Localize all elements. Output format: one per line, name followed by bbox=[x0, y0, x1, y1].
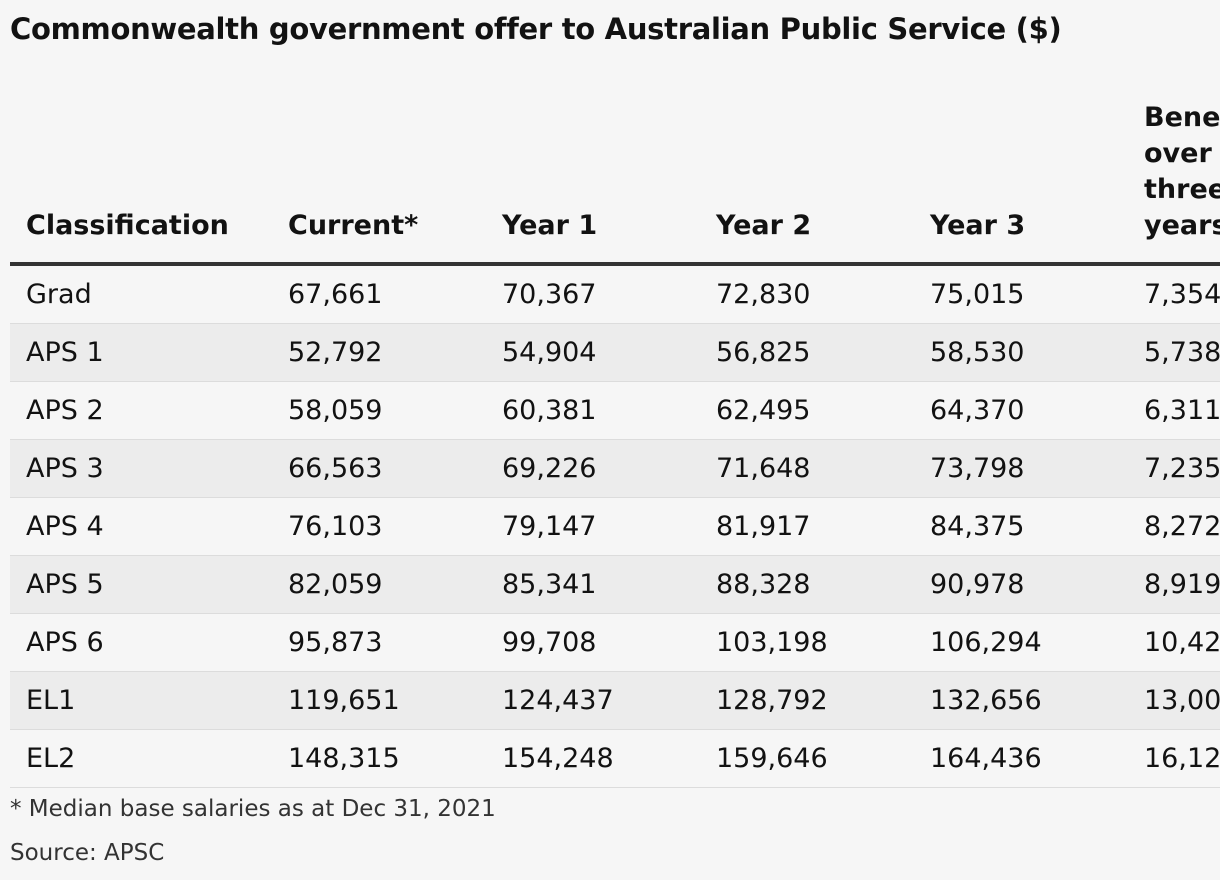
table-cell-year-1: 124,437 bbox=[486, 671, 700, 730]
table-cell-year-2: 81,917 bbox=[700, 497, 914, 556]
table-cell-benefit: 7,235 bbox=[1128, 439, 1220, 498]
table-cell-classification: Grad bbox=[10, 264, 272, 324]
source-note: Source: APSC bbox=[10, 840, 165, 866]
table-cell-year-3: 164,436 bbox=[914, 729, 1128, 788]
table-cell-benefit: 5,738 bbox=[1128, 323, 1220, 382]
table-cell-classification: APS 1 bbox=[10, 323, 272, 382]
table-cell-benefit: 7,354 bbox=[1128, 264, 1220, 324]
table-cell-year-2: 88,328 bbox=[700, 555, 914, 614]
table-row: Grad 67,661 70,367 72,830 75,015 7,354 bbox=[10, 264, 1220, 324]
column-header-benefit: Benefit over three years bbox=[1128, 100, 1220, 266]
table-row: APS 2 58,059 60,381 62,495 64,370 6,311 bbox=[10, 381, 1220, 440]
table-cell-current: 52,792 bbox=[272, 323, 486, 382]
table-cell-year-3: 84,375 bbox=[914, 497, 1128, 556]
table-cell-year-3: 75,015 bbox=[914, 264, 1128, 324]
table-cell-year-3: 106,294 bbox=[914, 613, 1128, 672]
table-cell-classification: APS 2 bbox=[10, 381, 272, 440]
table-cell-year-2: 71,648 bbox=[700, 439, 914, 498]
table-cell-year-2: 62,495 bbox=[700, 381, 914, 440]
table-cell-year-2: 128,792 bbox=[700, 671, 914, 730]
table-body: Grad 67,661 70,367 72,830 75,015 7,354 APS 1 52… bbox=[10, 264, 1220, 788]
table-cell-year-2: 72,830 bbox=[700, 264, 914, 324]
table-cell-year-2: 56,825 bbox=[700, 323, 914, 382]
table-cell-current: 95,873 bbox=[272, 613, 486, 672]
table-cell-year-3: 58,530 bbox=[914, 323, 1128, 382]
table-cell-classification: APS 4 bbox=[10, 497, 272, 556]
table-cell-current: 119,651 bbox=[272, 671, 486, 730]
table-cell-year-1: 85,341 bbox=[486, 555, 700, 614]
table-cell-classification: EL2 bbox=[10, 729, 272, 788]
table-cell-current: 67,661 bbox=[272, 264, 486, 324]
table-cell-benefit: 13,005 bbox=[1128, 671, 1220, 730]
table-cell-year-1: 60,381 bbox=[486, 381, 700, 440]
table-cell-current: 58,059 bbox=[272, 381, 486, 440]
table-row: APS 5 82,059 85,341 88,328 90,978 8,919 bbox=[10, 555, 1220, 614]
table-cell-classification: APS 3 bbox=[10, 439, 272, 498]
column-header-year-2: Year 2 bbox=[700, 100, 914, 266]
table-cell-current: 148,315 bbox=[272, 729, 486, 788]
table-cell-benefit: 16,121 bbox=[1128, 729, 1220, 788]
table-cell-benefit: 10,421 bbox=[1128, 613, 1220, 672]
table-cell-year-3: 90,978 bbox=[914, 555, 1128, 614]
table-cell-year-1: 79,147 bbox=[486, 497, 700, 556]
table-cell-year-1: 70,367 bbox=[486, 264, 700, 324]
table-cell-year-1: 99,708 bbox=[486, 613, 700, 672]
salary-table-container: Classification Current* Year 1 Year 2 Ye… bbox=[10, 100, 1220, 788]
table-cell-year-3: 132,656 bbox=[914, 671, 1128, 730]
table-cell-benefit: 6,311 bbox=[1128, 381, 1220, 440]
table-row: APS 4 76,103 79,147 81,917 84,375 8,272 bbox=[10, 497, 1220, 556]
table-cell-year-2: 103,198 bbox=[700, 613, 914, 672]
table-cell-current: 66,563 bbox=[272, 439, 486, 498]
table-cell-year-3: 73,798 bbox=[914, 439, 1128, 498]
table-cell-current: 82,059 bbox=[272, 555, 486, 614]
chart-title: Commonwealth government offer to Austral… bbox=[10, 12, 1062, 46]
table-cell-classification: EL1 bbox=[10, 671, 272, 730]
table-cell-classification: APS 6 bbox=[10, 613, 272, 672]
table-cell-year-1: 54,904 bbox=[486, 323, 700, 382]
column-header-classification: Classification bbox=[10, 100, 272, 266]
table-cell-classification: APS 5 bbox=[10, 555, 272, 614]
footnote: * Median base salaries as at Dec 31, 202… bbox=[10, 796, 496, 822]
table-row: APS 1 52,792 54,904 56,825 58,530 5,738 bbox=[10, 323, 1220, 382]
table-cell-year-2: 159,646 bbox=[700, 729, 914, 788]
column-header-year-3: Year 3 bbox=[914, 100, 1128, 266]
salary-table: Classification Current* Year 1 Year 2 Ye… bbox=[10, 100, 1220, 788]
table-cell-benefit: 8,919 bbox=[1128, 555, 1220, 614]
table-cell-year-1: 69,226 bbox=[486, 439, 700, 498]
table-cell-year-1: 154,248 bbox=[486, 729, 700, 788]
table-row: APS 3 66,563 69,226 71,648 73,798 7,235 bbox=[10, 439, 1220, 498]
column-header-current: Current* bbox=[272, 100, 486, 266]
table-cell-benefit: 8,272 bbox=[1128, 497, 1220, 556]
column-header-year-1: Year 1 bbox=[486, 100, 700, 266]
table-cell-current: 76,103 bbox=[272, 497, 486, 556]
table-cell-year-3: 64,370 bbox=[914, 381, 1128, 440]
table-header-row: Classification Current* Year 1 Year 2 Ye… bbox=[10, 100, 1220, 266]
